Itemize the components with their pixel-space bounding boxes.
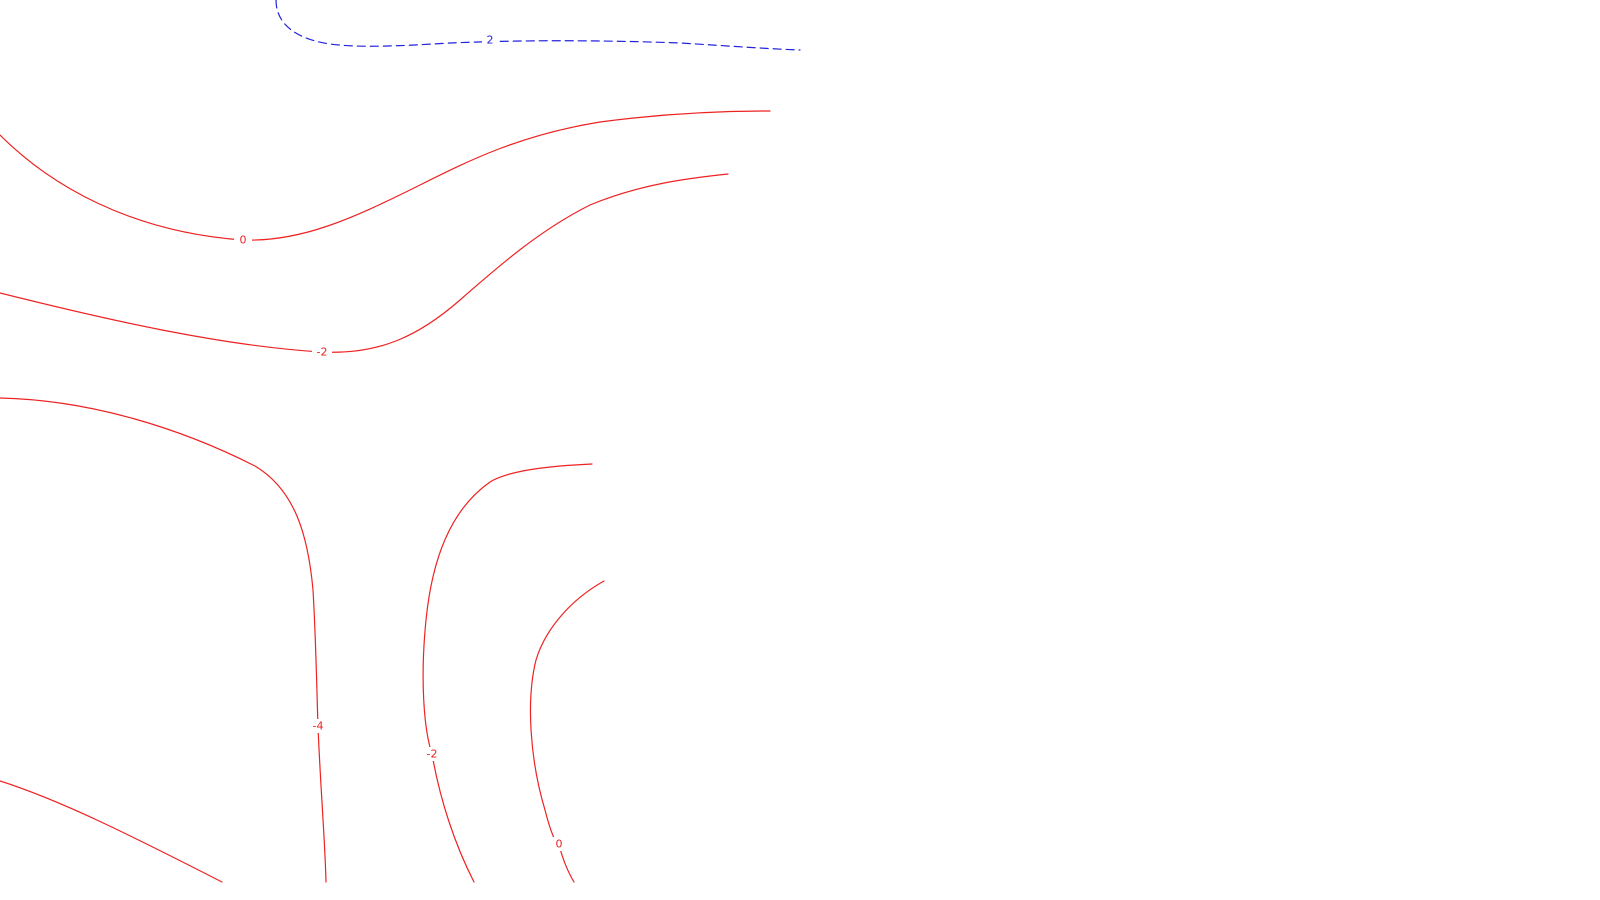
contour-label-minus2-upper: -2 xyxy=(317,346,328,359)
contour-minus2-lower: -2 xyxy=(422,463,593,883)
contour-label-0-lower: 0 xyxy=(556,838,563,851)
contour-minus2-upper: -2 xyxy=(0,173,729,359)
contour-unlabeled-corner xyxy=(0,780,223,883)
contour-line-0-lower xyxy=(529,580,605,883)
contour-minus4-left: -4 xyxy=(0,397,328,883)
contour-2-top: 2 xyxy=(275,0,801,51)
contour-0-upper: 0 xyxy=(0,110,771,247)
contour-line-minus4-left xyxy=(0,397,327,883)
contour-line-unlabeled-corner xyxy=(0,780,223,883)
contour-label-0-upper: 0 xyxy=(240,234,247,247)
contour-0-lower: 0 xyxy=(529,580,605,883)
contour-line-minus2-lower xyxy=(422,463,593,883)
contour-line-2 xyxy=(275,0,801,51)
contour-label-minus4-left: -4 xyxy=(313,720,324,733)
contour-label-2: 2 xyxy=(487,34,494,47)
contour-label-minus2-lower: -2 xyxy=(427,748,438,761)
contour-line-0-upper xyxy=(0,110,771,241)
contour-line-minus2-upper xyxy=(0,173,729,353)
